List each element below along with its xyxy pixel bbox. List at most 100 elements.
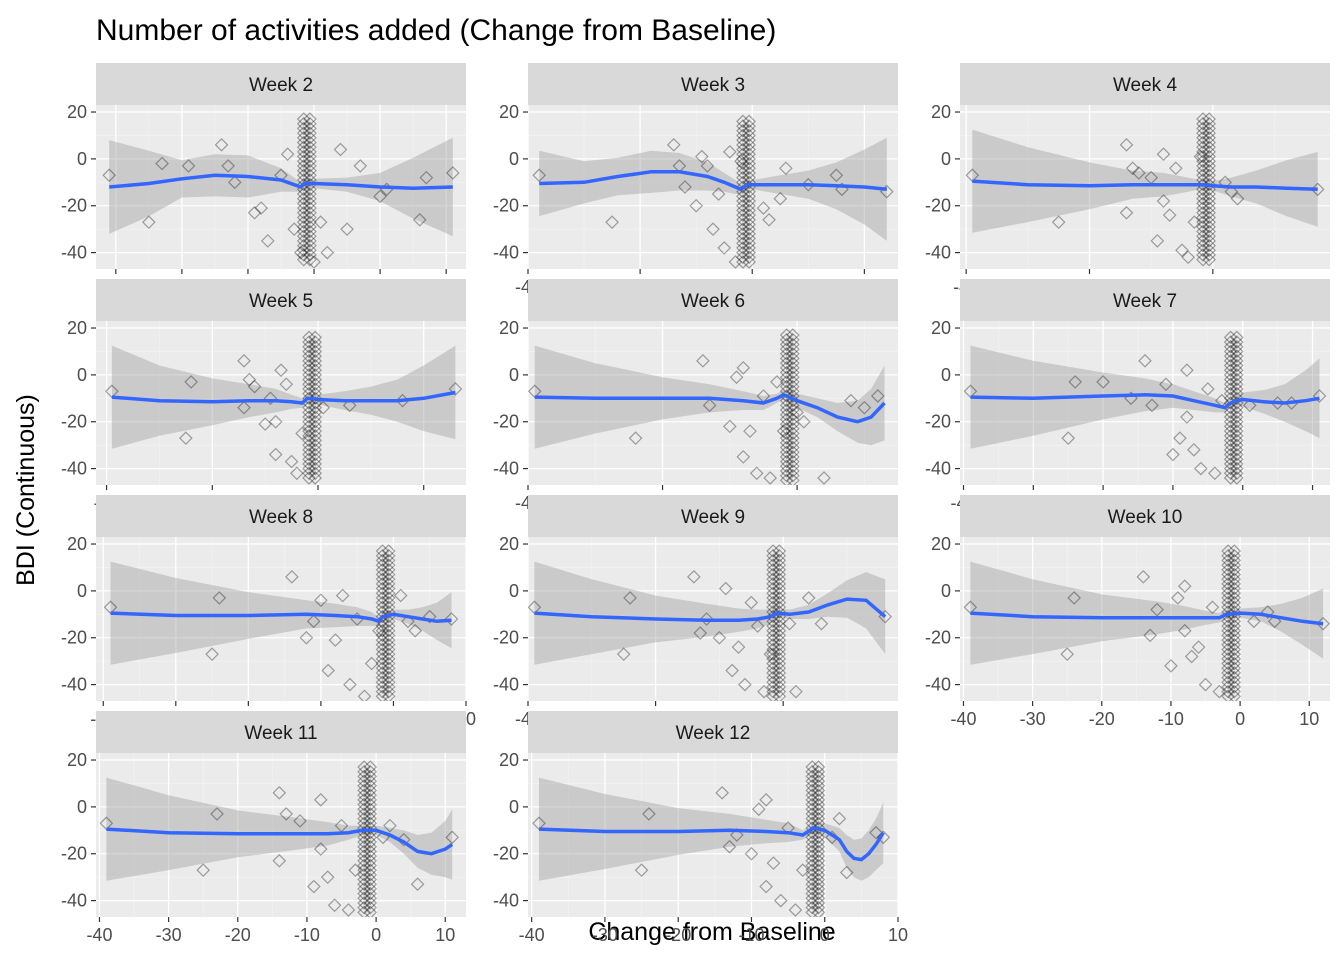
data-point [363, 882, 378, 896]
data-point [302, 433, 316, 448]
data-point [357, 886, 371, 901]
data-point [857, 400, 872, 415]
data-point [811, 764, 826, 779]
data-point [308, 452, 323, 467]
data-point [1223, 443, 1238, 457]
x-tick-label: -20 [1089, 709, 1115, 729]
data-point [308, 419, 323, 434]
data-point [1196, 126, 1210, 140]
data-point [99, 816, 114, 831]
data-point [1223, 358, 1238, 373]
data-point [1223, 438, 1238, 453]
data-point [1143, 628, 1158, 643]
data-point [1227, 591, 1242, 605]
data-point [779, 337, 794, 352]
data-point [357, 821, 371, 835]
data-point [1229, 461, 1244, 476]
data-point [1187, 215, 1202, 229]
loess-smooth-line [970, 393, 1320, 410]
facet-strip-label: Week 2 [249, 75, 313, 96]
data-point [308, 461, 323, 476]
data-point [693, 626, 708, 640]
data-point [811, 811, 826, 826]
data-point [363, 797, 378, 812]
data-point [302, 353, 316, 368]
data-point [1223, 424, 1238, 438]
data-point [766, 614, 780, 629]
data-point [1202, 126, 1216, 140]
data-point [770, 375, 784, 389]
data-point [1227, 670, 1242, 685]
data-point [302, 400, 316, 415]
data-point [375, 586, 390, 601]
panel-content [532, 114, 894, 269]
confidence-band [970, 561, 1324, 665]
data-point [736, 231, 750, 246]
data-point [1202, 205, 1216, 220]
data-point [357, 839, 371, 854]
x-tick-label: 10 [1299, 709, 1319, 729]
data-point [363, 835, 378, 849]
data-point [1194, 461, 1208, 476]
data-point [1212, 684, 1227, 699]
data-point [779, 445, 794, 460]
data-point [1196, 187, 1210, 201]
data-point [357, 900, 371, 915]
y-tick-label: -20 [493, 196, 519, 216]
data-point [811, 835, 826, 849]
data-point [375, 642, 390, 657]
y-tick-label: -40 [925, 675, 951, 695]
data-point [772, 614, 787, 629]
x-tick-label: -10 [738, 925, 764, 945]
data-point [412, 212, 427, 227]
data-point [303, 196, 317, 211]
data-point [357, 760, 371, 774]
data-point [766, 591, 780, 605]
data-point [363, 844, 378, 859]
data-point [870, 389, 885, 403]
data-point [811, 886, 826, 901]
data-point [772, 558, 787, 572]
data-point [785, 421, 800, 436]
data-point [1227, 548, 1242, 563]
data-point [296, 116, 311, 131]
data-point [772, 656, 787, 671]
data-point [308, 400, 323, 415]
data-point [348, 863, 363, 877]
data-point [142, 215, 156, 229]
data-point [381, 600, 396, 615]
data-point [766, 562, 780, 577]
data-point [343, 677, 357, 692]
data-point [357, 853, 371, 868]
facet-strip-label: Week 3 [681, 75, 745, 96]
confidence-band [970, 345, 1320, 449]
data-point [1223, 410, 1238, 424]
data-point [742, 152, 756, 166]
data-point [381, 689, 396, 701]
data-point [1202, 177, 1216, 192]
data-point [766, 689, 780, 701]
data-point [1229, 349, 1244, 363]
data-point [772, 680, 787, 694]
data-point [381, 647, 396, 661]
x-tick-label: -10 [1158, 709, 1184, 729]
data-point [1131, 166, 1146, 180]
data-point [742, 161, 756, 176]
data-point [1221, 628, 1235, 643]
y-axis-label: BDI (Continuous) [12, 394, 40, 586]
data-point [299, 630, 314, 645]
data-point [811, 877, 826, 892]
data-point [363, 774, 378, 788]
data-point [381, 651, 396, 666]
data-point [811, 760, 826, 774]
data-point [736, 198, 750, 213]
data-point [375, 689, 390, 701]
data-point [736, 161, 750, 176]
data-point [303, 234, 317, 248]
y-tick-label: -20 [925, 628, 951, 648]
data-point [736, 166, 750, 180]
loess-smooth-line [110, 611, 452, 624]
data-point [1196, 149, 1210, 164]
facet-strip [528, 495, 898, 537]
data-point [372, 623, 386, 638]
